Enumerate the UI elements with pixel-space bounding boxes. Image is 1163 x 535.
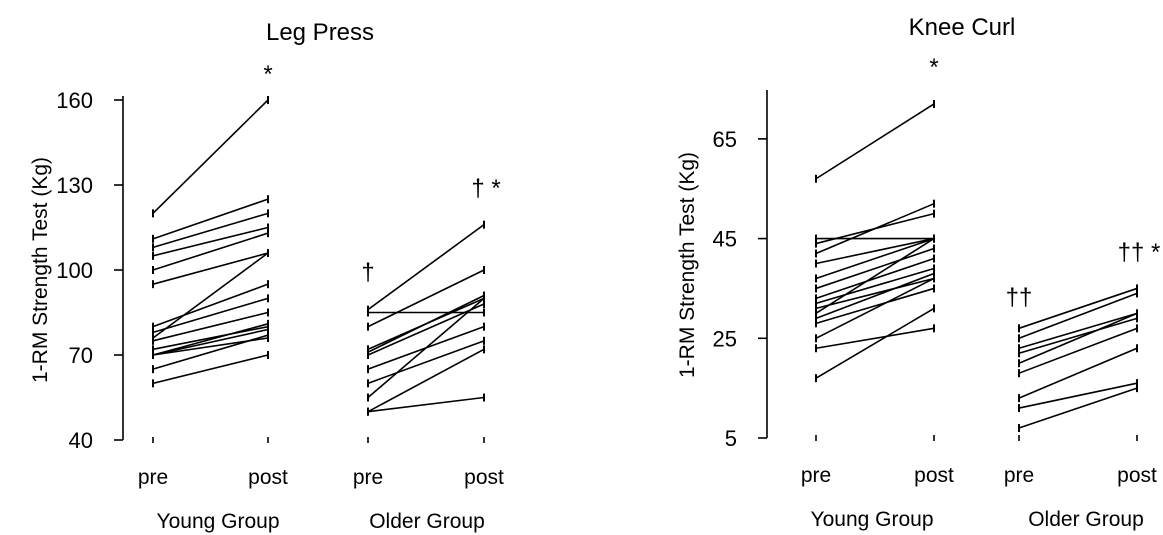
subject-line — [367, 303, 485, 356]
significance-marker: †† — [1006, 284, 1033, 311]
subject-line — [1018, 327, 1138, 374]
chart-panel-1: Knee Curl 1-RM Strength Test (Kg) 5 25 45 65 p… — [676, 14, 1160, 531]
subject-line — [152, 99, 269, 214]
subject-line — [815, 277, 935, 340]
y-tick-label: 65 — [713, 127, 737, 152]
x-tick-label: pre — [801, 464, 831, 487]
group-label: Older Group — [369, 510, 485, 533]
subject-line — [815, 277, 935, 310]
x-tick-label: post — [248, 466, 288, 489]
subject-line — [815, 327, 935, 350]
subject-line — [152, 283, 269, 328]
subject-line — [815, 103, 935, 180]
significance-marker: † * — [471, 175, 500, 202]
significance-marker: * — [263, 61, 272, 88]
y-tick-label: 25 — [713, 326, 737, 351]
significance-marker: * — [929, 54, 938, 81]
subject-line — [152, 325, 269, 351]
y-tick-label: 160 — [56, 88, 93, 113]
x-tick-label: pre — [1004, 464, 1034, 487]
y-tick-label: 70 — [69, 343, 93, 368]
chart-panel-0: Leg Press 1-RM Strength Test (Kg) 40 70 100 1… — [29, 19, 504, 533]
subject-line — [815, 202, 935, 255]
subject-line — [1018, 312, 1138, 364]
subject-line — [152, 198, 269, 240]
y-axis-label: 1-RM Strength Test (Kg) — [676, 152, 699, 378]
x-tick-label: post — [914, 464, 954, 487]
x-tick-label: post — [464, 466, 504, 489]
significance-marker: †† * — [1118, 239, 1161, 266]
significance-marker: † — [361, 259, 374, 286]
subject-line — [367, 396, 485, 413]
group-0: pre post Young Group * — [138, 61, 288, 533]
subject-line — [152, 252, 269, 339]
subject-line — [367, 269, 485, 328]
subject-line — [152, 311, 269, 342]
subject-line — [815, 247, 935, 290]
group-label: Young Group — [811, 508, 934, 531]
subject-line — [152, 232, 269, 271]
subject-line — [815, 307, 935, 379]
x-tick-label: post — [1117, 464, 1157, 487]
subject-line — [367, 294, 485, 353]
subject-line — [815, 257, 935, 300]
x-tick-label: pre — [138, 466, 168, 489]
subject-line — [152, 334, 269, 370]
y-axis-label: 1-RM Strength Test (Kg) — [29, 157, 52, 383]
subject-line — [1018, 317, 1138, 355]
y-tick-label: 100 — [56, 258, 93, 283]
group-0: pre post Young Group * — [801, 54, 954, 531]
group-label: Older Group — [1028, 508, 1144, 531]
group-1: pre post Older Group †† †† * — [1004, 239, 1161, 531]
y-tick-label: 130 — [56, 173, 93, 198]
subject-line — [152, 226, 269, 257]
subject-line — [1018, 287, 1138, 330]
subject-line — [815, 237, 935, 315]
subject-line — [367, 297, 485, 399]
group-1: pre post Older Group † † * — [353, 175, 504, 533]
group-label: Young Group — [157, 510, 280, 533]
subject-line — [815, 237, 935, 265]
subject-line — [1018, 292, 1138, 340]
subject-line — [1018, 387, 1138, 429]
subject-line — [815, 287, 935, 325]
subject-line — [815, 237, 935, 280]
subject-line — [367, 348, 485, 413]
subject-line — [1018, 312, 1138, 350]
subject-line — [1018, 347, 1138, 399]
subject-line — [367, 224, 485, 311]
y-tick-label: 40 — [69, 428, 93, 453]
x-tick-label: pre — [353, 466, 383, 489]
subject-line — [152, 297, 269, 334]
chart-title: Knee Curl — [909, 14, 1016, 41]
chart-title: Leg Press — [266, 19, 374, 46]
y-tick-label: 45 — [713, 227, 737, 252]
subject-line — [152, 328, 269, 356]
subject-line — [815, 267, 935, 305]
subject-line — [152, 212, 269, 249]
subject-line — [815, 272, 935, 320]
subject-line — [152, 323, 269, 356]
subject-line — [152, 252, 269, 285]
subject-line — [152, 354, 269, 385]
y-tick-label: 5 — [725, 426, 737, 451]
subject-line — [1018, 382, 1138, 409]
subject-line — [367, 340, 485, 385]
